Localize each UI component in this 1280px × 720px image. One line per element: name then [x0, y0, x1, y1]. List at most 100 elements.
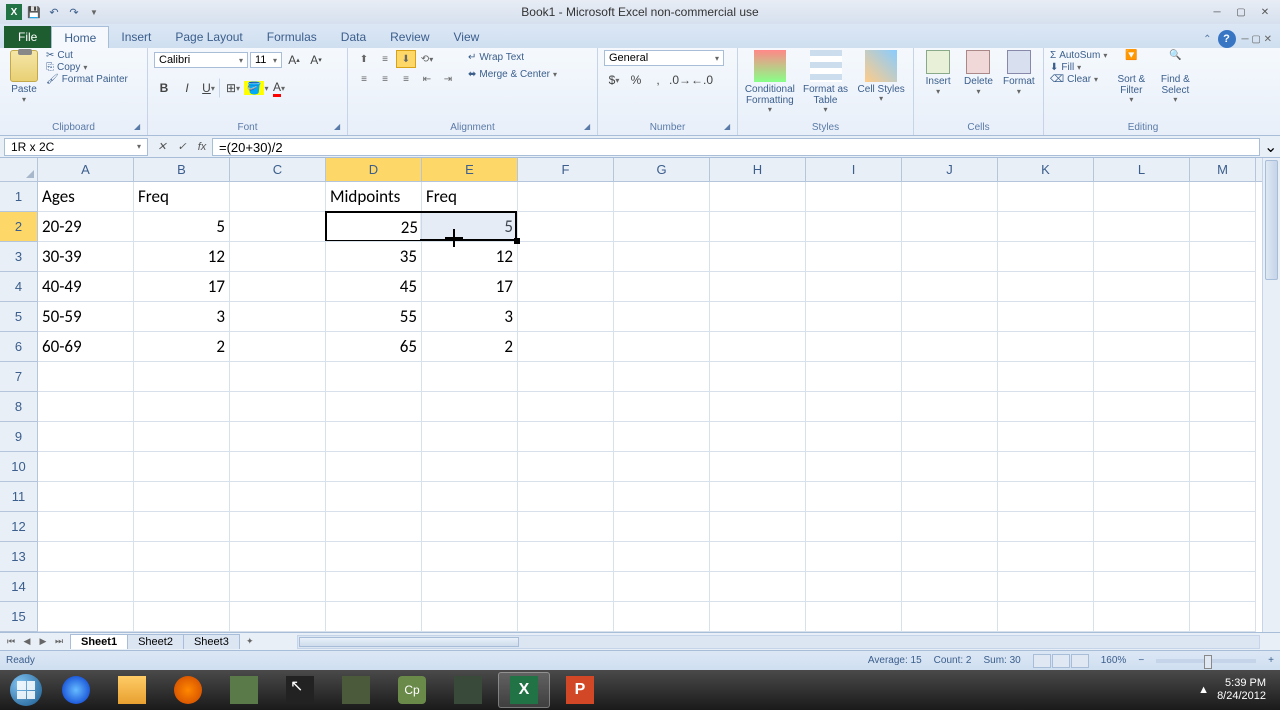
cell[interactable] [326, 572, 422, 602]
align-center-button[interactable]: ≡ [375, 70, 395, 88]
cell[interactable] [902, 272, 998, 302]
col-header-B[interactable]: B [134, 158, 230, 181]
cell[interactable]: 30-39 [38, 242, 134, 272]
cell[interactable] [38, 392, 134, 422]
new-sheet-button[interactable]: ✦ [243, 635, 257, 649]
qat-customize-icon[interactable]: ▼ [86, 4, 102, 20]
cell[interactable] [518, 542, 614, 572]
cell[interactable] [1190, 392, 1256, 422]
cell[interactable] [38, 482, 134, 512]
cell[interactable] [230, 452, 326, 482]
cell[interactable]: 2 [134, 332, 230, 362]
cell[interactable] [1094, 452, 1190, 482]
align-middle-button[interactable]: ≡ [375, 50, 395, 68]
cell[interactable] [806, 392, 902, 422]
cell[interactable]: 60-69 [38, 332, 134, 362]
align-right-button[interactable]: ≡ [396, 70, 416, 88]
tab-formulas[interactable]: Formulas [255, 26, 329, 48]
cell[interactable]: 2 [422, 332, 518, 362]
cell[interactable] [518, 512, 614, 542]
cell[interactable] [38, 452, 134, 482]
taskbar-excel-icon[interactable]: X [498, 672, 550, 708]
cell[interactable] [38, 572, 134, 602]
minimize-ribbon-icon[interactable]: ⌃ [1203, 34, 1211, 45]
row-header-7[interactable]: 7 [0, 362, 37, 392]
cell[interactable] [518, 482, 614, 512]
cell[interactable] [326, 452, 422, 482]
sheet-tab-sheet1[interactable]: Sheet1 [70, 634, 128, 649]
cell[interactable] [230, 512, 326, 542]
cell[interactable] [230, 332, 326, 362]
font-launcher-icon[interactable]: ◢ [334, 122, 344, 132]
cell[interactable] [710, 512, 806, 542]
cell[interactable] [518, 602, 614, 632]
cell[interactable]: 55 [326, 302, 422, 332]
tab-insert[interactable]: Insert [109, 26, 163, 48]
cell[interactable] [998, 302, 1094, 332]
cell[interactable] [422, 512, 518, 542]
cell[interactable] [614, 512, 710, 542]
redo-icon[interactable]: ↷ [66, 4, 82, 20]
cell[interactable] [710, 422, 806, 452]
cell[interactable] [902, 212, 998, 242]
cell[interactable] [998, 512, 1094, 542]
first-sheet-button[interactable]: ⏮ [4, 635, 18, 649]
cell[interactable] [806, 422, 902, 452]
clipboard-launcher-icon[interactable]: ◢ [134, 122, 144, 132]
cell[interactable]: Freq [422, 182, 518, 212]
cell[interactable] [1094, 302, 1190, 332]
cell[interactable] [518, 332, 614, 362]
cell[interactable] [518, 452, 614, 482]
cell[interactable] [902, 332, 998, 362]
cell[interactable] [614, 272, 710, 302]
cell[interactable]: 3 [422, 302, 518, 332]
cell[interactable] [998, 242, 1094, 272]
cell[interactable] [614, 362, 710, 392]
cell[interactable] [1094, 482, 1190, 512]
taskbar-powerpoint-icon[interactable]: P [554, 672, 606, 708]
undo-icon[interactable]: ↶ [46, 4, 62, 20]
cell[interactable] [422, 452, 518, 482]
cell[interactable] [230, 242, 326, 272]
fill-handle[interactable] [514, 238, 520, 244]
cell[interactable] [38, 362, 134, 392]
cell[interactable] [230, 272, 326, 302]
cell[interactable] [614, 422, 710, 452]
cell[interactable] [1190, 602, 1256, 632]
system-tray[interactable]: ▲ 5:39 PM 8/24/2012 [1198, 677, 1276, 703]
cell[interactable] [134, 362, 230, 392]
cell[interactable] [326, 392, 422, 422]
cell[interactable] [230, 422, 326, 452]
taskbar-app2-icon[interactable]: ↖ [274, 672, 326, 708]
cell[interactable]: Ages [38, 182, 134, 212]
cell[interactable] [902, 452, 998, 482]
cell[interactable]: 40-49 [38, 272, 134, 302]
cell[interactable]: Midpoints [326, 182, 422, 212]
col-header-K[interactable]: K [998, 158, 1094, 181]
cell[interactable] [518, 302, 614, 332]
cell[interactable] [998, 542, 1094, 572]
cell[interactable] [1094, 512, 1190, 542]
cell[interactable] [1094, 422, 1190, 452]
cell[interactable] [326, 422, 422, 452]
cell[interactable] [422, 602, 518, 632]
zoom-level[interactable]: 160% [1101, 655, 1127, 666]
row-header-5[interactable]: 5 [0, 302, 37, 332]
cell[interactable] [998, 182, 1094, 212]
cell[interactable]: 65 [326, 332, 422, 362]
cell[interactable] [134, 572, 230, 602]
cell[interactable] [230, 392, 326, 422]
row-header-11[interactable]: 11 [0, 482, 37, 512]
help-icon[interactable]: ? [1218, 30, 1236, 48]
cell[interactable] [1190, 302, 1256, 332]
cell[interactable] [1190, 182, 1256, 212]
fx-icon[interactable]: fx [192, 138, 212, 156]
cell[interactable] [134, 542, 230, 572]
cell[interactable] [134, 512, 230, 542]
name-box[interactable]: 1R x 2C▾ [4, 138, 148, 156]
taskbar-explorer-icon[interactable] [106, 672, 158, 708]
col-header-I[interactable]: I [806, 158, 902, 181]
cell[interactable] [1190, 572, 1256, 602]
cell[interactable] [1094, 272, 1190, 302]
formula-input[interactable]: =(20+30)/2 [212, 138, 1260, 156]
